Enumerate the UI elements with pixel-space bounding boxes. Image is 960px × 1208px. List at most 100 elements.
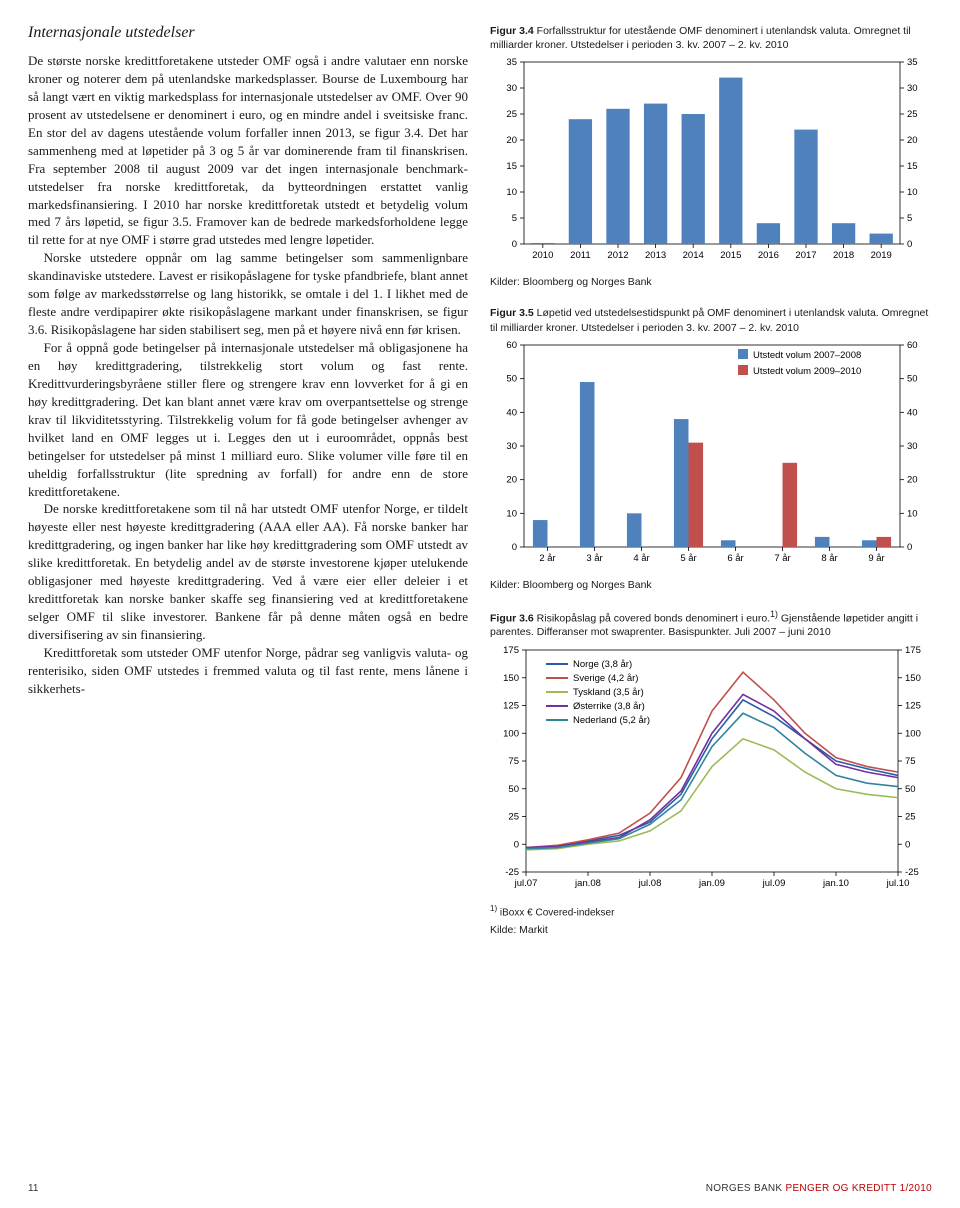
svg-text:3 år: 3 år [586,553,602,564]
fig35-caption-bold: Figur 3.5 [490,307,534,319]
figure-3-5: Figur 3.5 Løpetid ved utstedelsestidspun… [490,306,930,590]
para-4: De norske kredittforetakene som til nå h… [28,500,468,644]
fig34-caption: Figur 3.4 Forfallsstruktur for uteståend… [490,24,930,52]
svg-text:10: 10 [907,508,918,519]
svg-text:2017: 2017 [795,250,816,261]
svg-text:25: 25 [506,109,517,120]
svg-text:20: 20 [907,474,918,485]
svg-text:2016: 2016 [758,250,779,261]
svg-text:40: 40 [506,407,517,418]
svg-text:2015: 2015 [720,250,741,261]
svg-text:-25: -25 [505,867,519,878]
svg-text:30: 30 [907,441,918,452]
para-1: De største norske kredittforetakene utst… [28,52,468,249]
svg-text:Østerrike (3,8 år): Østerrike (3,8 år) [573,701,645,712]
svg-text:50: 50 [508,783,519,794]
left-column: Internasjonale utstedelser De største no… [28,24,468,954]
svg-text:150: 150 [503,672,519,683]
figure-3-6: Figur 3.6 Risikopåslag på covered bonds … [490,609,930,936]
svg-text:2019: 2019 [871,250,892,261]
svg-text:jan.10: jan.10 [822,878,849,889]
page-footer: 11 NORGES BANK PENGER OG KREDITT 1/2010 [28,1183,932,1194]
fig36-footnote: 1) iBoxx € Covered-indekser [490,904,930,918]
svg-text:10: 10 [506,508,517,519]
svg-text:30: 30 [907,83,918,94]
svg-text:50: 50 [905,783,916,794]
svg-text:5: 5 [907,213,912,224]
svg-text:50: 50 [506,373,517,384]
svg-text:0: 0 [905,839,910,850]
svg-text:Tyskland (3,5 år): Tyskland (3,5 år) [573,687,644,698]
right-column: Figur 3.4 Forfallsstruktur for uteståend… [490,24,930,954]
svg-text:10: 10 [506,187,517,198]
svg-text:20: 20 [506,135,517,146]
page-number: 11 [28,1183,38,1194]
svg-text:100: 100 [503,728,519,739]
fig34-chart: 0055101015152020252530303535201020112012… [490,56,930,270]
figure-3-4: Figur 3.4 Forfallsstruktur for uteståend… [490,24,930,288]
svg-text:jul.10: jul.10 [886,878,910,889]
svg-text:2013: 2013 [645,250,666,261]
svg-text:30: 30 [506,83,517,94]
svg-text:25: 25 [907,109,918,120]
fig36-caption: Figur 3.6 Risikopåslag på covered bonds … [490,609,930,640]
fig34-source: Kilder: Bloomberg og Norges Bank [490,276,930,288]
fig36-caption-rest1: Risikopåslag på covered bonds denominert… [534,612,770,624]
fig36-chart: -25-250025255050757510010012512515015017… [490,644,930,898]
svg-text:125: 125 [503,700,519,711]
svg-text:150: 150 [905,672,921,683]
svg-text:0: 0 [514,839,519,850]
svg-text:4 år: 4 år [633,553,649,564]
svg-text:2014: 2014 [683,250,704,261]
fig35-caption-rest: Løpetid ved utstedelsestidspunkt på OMF … [490,307,928,333]
svg-text:125: 125 [905,700,921,711]
svg-text:jul.07: jul.07 [514,878,538,889]
svg-text:8 år: 8 år [821,553,837,564]
fig36-source: Kilde: Markit [490,924,930,936]
svg-text:Utstedt volum 2009–2010: Utstedt volum 2009–2010 [753,366,861,377]
fig36-caption-bold: Figur 3.6 [490,612,534,624]
svg-text:25: 25 [508,811,519,822]
svg-text:5: 5 [512,213,517,224]
fig36-caption-sup: 1) [770,609,778,619]
svg-text:2 år: 2 år [539,553,555,564]
svg-text:20: 20 [907,135,918,146]
fig36-footnote-text: iBoxx € Covered-indekser [500,907,615,918]
svg-text:40: 40 [907,407,918,418]
body-text: De største norske kredittforetakene utst… [28,52,468,698]
fig35-source: Kilder: Bloomberg og Norges Bank [490,579,930,591]
svg-text:75: 75 [905,756,916,767]
svg-text:0: 0 [512,542,517,553]
svg-text:2018: 2018 [833,250,854,261]
footer-publication: NORGES BANK PENGER OG KREDITT 1/2010 [706,1183,932,1194]
svg-text:50: 50 [907,373,918,384]
svg-text:15: 15 [907,161,918,172]
svg-text:10: 10 [907,187,918,198]
svg-text:2010: 2010 [532,250,553,261]
svg-text:9 år: 9 år [868,553,884,564]
svg-text:175: 175 [503,645,519,656]
fig35-caption: Figur 3.5 Løpetid ved utstedelsestidspun… [490,306,930,334]
svg-text:7 år: 7 år [774,553,790,564]
fig35-chart: 001010202030304040505060602 år3 år4 år5 … [490,339,930,573]
svg-text:Utstedt volum 2007–2008: Utstedt volum 2007–2008 [753,350,861,361]
svg-text:6 år: 6 år [727,553,743,564]
svg-text:jul.08: jul.08 [638,878,662,889]
fig34-caption-rest: Forfallsstruktur for utestående OMF deno… [490,25,911,51]
svg-text:Sverige (4,2 år): Sverige (4,2 år) [573,673,638,684]
para-3: For å oppnå gode betingelser på internas… [28,339,468,500]
fig34-caption-bold: Figur 3.4 [490,25,534,37]
section-title: Internasjonale utstedelser [28,24,468,42]
svg-text:20: 20 [506,474,517,485]
footer-bank: NORGES BANK [706,1183,783,1194]
svg-text:60: 60 [506,340,517,351]
svg-text:2011: 2011 [570,250,590,261]
svg-text:0: 0 [512,239,517,250]
svg-text:2012: 2012 [607,250,628,261]
svg-text:jan.08: jan.08 [574,878,601,889]
svg-text:-25: -25 [905,867,919,878]
svg-text:jan.09: jan.09 [698,878,725,889]
para-2: Norske utstedere oppnår om lag samme bet… [28,249,468,339]
svg-text:35: 35 [506,57,517,68]
svg-text:Norge (3,8 år): Norge (3,8 år) [573,659,632,670]
